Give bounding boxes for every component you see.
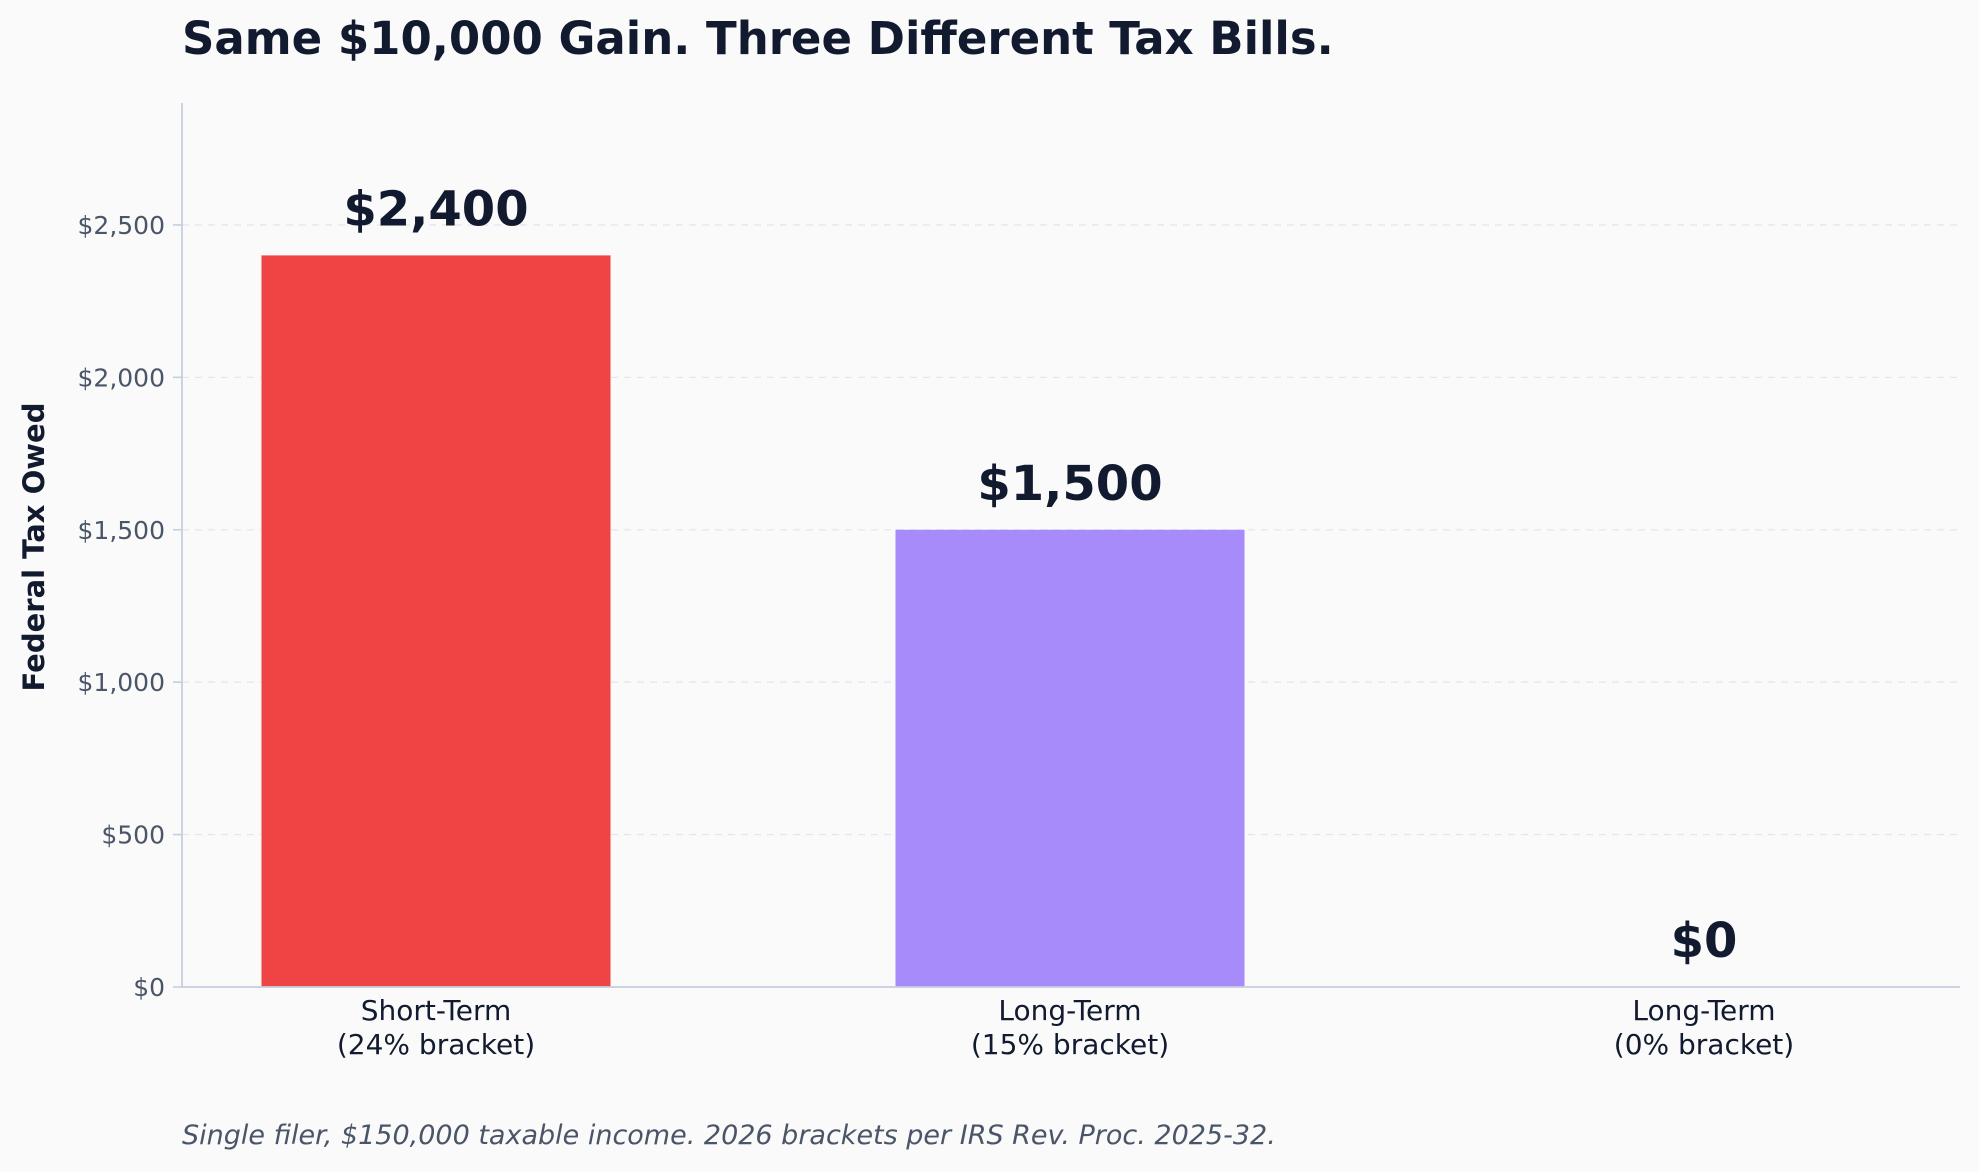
x-category-labels: Short-Term(24% bracket)Long-Term(15% bra…: [337, 994, 1794, 1061]
y-tick-label: $1,000: [78, 668, 165, 697]
x-category-label: Long-Term: [998, 994, 1141, 1027]
y-tick-label: $2,000: [78, 363, 165, 392]
x-category-label: (0% bracket): [1614, 1028, 1794, 1061]
y-axis-title: Federal Tax Owed: [17, 403, 51, 692]
x-category-label: (24% bracket): [337, 1028, 535, 1061]
axes: [173, 103, 1960, 988]
bar: [895, 529, 1245, 987]
x-category-label: Short-Term: [361, 994, 512, 1027]
y-tick-labels: $0 $500 $1,000 $1,500 $2,000 $2,500: [78, 211, 165, 1002]
chart-footnote: Single filer, $150,000 taxable income. 2…: [182, 1120, 1276, 1151]
value-labels: $2,400 $1,500 $0: [343, 181, 1737, 969]
x-category-label: Long-Term: [1632, 994, 1775, 1027]
x-category-label: (15% bracket): [971, 1028, 1169, 1061]
value-label: $0: [1671, 913, 1738, 969]
value-label: $2,400: [343, 181, 528, 237]
chart-title: Same $10,000 Gain. Three Different Tax B…: [182, 12, 1334, 65]
y-tick-label: $1,500: [78, 516, 165, 545]
y-tick-label: $0: [133, 973, 165, 1002]
y-tick-label: $2,500: [78, 211, 165, 240]
bar: [261, 255, 611, 987]
y-tick-label: $500: [101, 821, 165, 850]
bars: [261, 255, 1245, 987]
value-label: $1,500: [977, 456, 1162, 512]
